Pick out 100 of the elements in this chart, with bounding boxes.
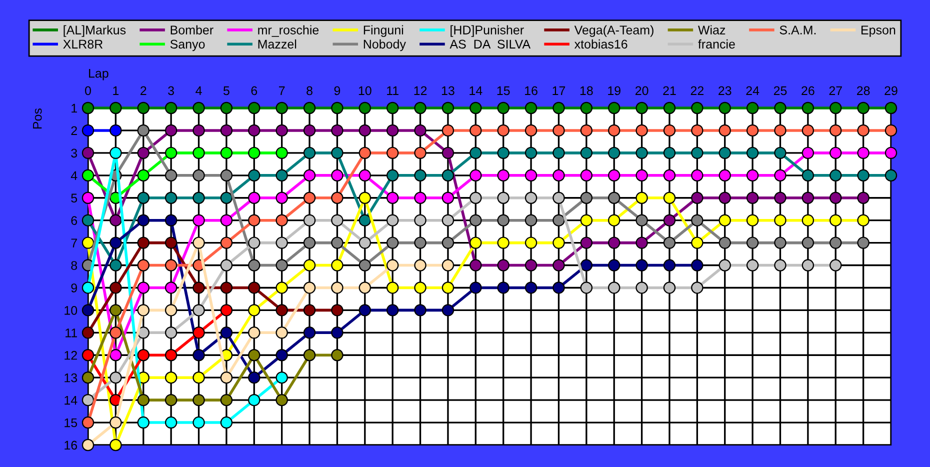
point [830, 259, 842, 272]
y-tick-label: 15 [64, 418, 78, 428]
x-tick-label: 1 [113, 86, 119, 95]
point [746, 169, 759, 182]
point [718, 192, 731, 204]
point [358, 214, 372, 226]
point [663, 282, 676, 294]
point [774, 169, 786, 182]
point [414, 236, 426, 249]
point [746, 192, 759, 204]
x-tick-label: 0 [85, 86, 91, 96]
point [303, 192, 316, 204]
point [691, 214, 704, 226]
point [82, 146, 94, 160]
point [192, 146, 205, 160]
point [884, 146, 898, 160]
point [857, 146, 870, 160]
legend-label: francie [698, 39, 735, 49]
point [276, 124, 288, 137]
point [884, 102, 898, 114]
point [276, 214, 288, 226]
point [192, 169, 205, 182]
point [192, 394, 205, 406]
point [358, 304, 372, 316]
point [857, 236, 870, 249]
point [802, 169, 814, 182]
point [192, 236, 205, 249]
point [192, 416, 205, 429]
point [303, 214, 316, 226]
point [331, 214, 344, 226]
point [497, 282, 510, 294]
y-tick-label: 2 [71, 126, 77, 135]
point [303, 282, 316, 294]
point [470, 214, 482, 226]
point [580, 102, 593, 114]
point [164, 214, 178, 226]
point [524, 236, 538, 249]
point [884, 124, 898, 137]
point [746, 102, 759, 114]
x-tick-label: 24 [746, 86, 760, 95]
point [82, 371, 94, 384]
point [82, 192, 94, 204]
point [663, 169, 676, 182]
point [857, 124, 870, 137]
point [636, 282, 648, 294]
point [802, 146, 814, 160]
point [82, 394, 94, 406]
point [331, 304, 344, 316]
y-tick-label: 9 [71, 284, 77, 292]
point [220, 326, 233, 339]
point [774, 192, 786, 204]
point [414, 282, 426, 294]
point [663, 192, 676, 204]
point [386, 102, 399, 114]
point [524, 169, 538, 182]
legend-label: Vega(A-Team) [574, 25, 654, 37]
point [331, 259, 344, 272]
point [137, 394, 150, 406]
point [220, 124, 233, 137]
point [636, 124, 648, 137]
y-tick-label: 4 [70, 171, 78, 180]
y-tick-label: 13 [64, 373, 78, 382]
point [276, 282, 288, 294]
point [470, 146, 482, 160]
x-tick-label: 17 [552, 86, 566, 95]
x-tick-label: 21 [663, 86, 676, 95]
point [552, 192, 565, 204]
point [524, 282, 538, 294]
point [137, 214, 150, 226]
x-tick-label: 27 [829, 86, 842, 95]
point [220, 259, 233, 272]
point [608, 236, 620, 249]
point [414, 304, 426, 316]
x-tick-label: 25 [774, 86, 787, 96]
point [192, 304, 205, 316]
point [636, 102, 648, 114]
point [636, 259, 648, 272]
x-tick-label: 22 [690, 86, 704, 95]
point [331, 146, 344, 160]
point [774, 214, 786, 226]
point [552, 124, 565, 137]
point [580, 192, 593, 204]
point [580, 124, 593, 137]
point [331, 349, 344, 362]
legend-label: AS DA SILVA [450, 40, 531, 49]
point [497, 169, 510, 182]
point [608, 259, 620, 272]
x-tick-label: 2 [140, 86, 146, 95]
point [442, 304, 454, 316]
x-tick-label: 26 [802, 86, 814, 96]
point [442, 282, 454, 294]
point [82, 236, 94, 249]
point [220, 394, 233, 406]
point [636, 236, 648, 249]
point [552, 146, 565, 160]
legend-label: Epson [861, 26, 896, 37]
point [248, 102, 260, 114]
x-tick-label: 18 [580, 86, 593, 96]
legend-label: [AL]Markus [64, 25, 126, 37]
point [524, 102, 538, 114]
